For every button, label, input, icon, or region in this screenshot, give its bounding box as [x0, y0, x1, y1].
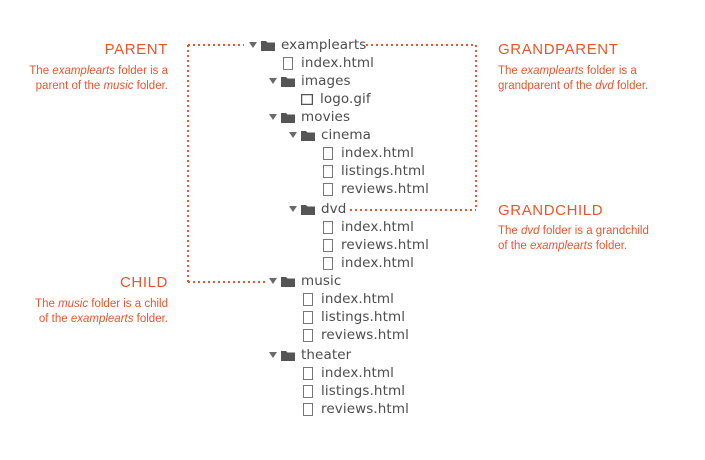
folder-icon	[301, 202, 315, 216]
file-icon	[301, 328, 315, 342]
folder-music[interactable]: music	[267, 272, 341, 290]
file-dvd-index[interactable]: index.html	[321, 218, 414, 236]
chevron-down-icon[interactable]	[247, 38, 259, 52]
file-icon	[321, 164, 335, 178]
file-icon	[301, 292, 315, 306]
chevron-down-icon[interactable]	[287, 202, 299, 216]
folder-icon	[281, 274, 295, 288]
file-label: index.html	[301, 55, 374, 71]
folder-cinema[interactable]: cinema	[287, 126, 371, 144]
file-label: index.html	[341, 255, 414, 271]
folder-icon	[301, 128, 315, 142]
file-icon	[281, 56, 295, 70]
file-dvd-reviews[interactable]: reviews.html	[321, 236, 429, 254]
file-label: reviews.html	[321, 401, 409, 417]
parent-annotation-title: PARENT	[104, 41, 168, 58]
folder-movies[interactable]: movies	[267, 108, 350, 126]
grandchild-annotation-description: The dvd folder is a grandchild of the ex…	[498, 225, 649, 252]
folder-label: dvd	[321, 201, 347, 217]
file-label: reviews.html	[321, 327, 409, 343]
folder-icon	[281, 74, 295, 88]
chevron-down-icon[interactable]	[267, 110, 279, 124]
file-label: index.html	[341, 145, 414, 161]
file-icon	[321, 182, 335, 196]
folder-label: images	[301, 73, 351, 89]
file-icon	[321, 256, 335, 270]
folder-label: examplearts	[281, 37, 367, 53]
file-theater-index[interactable]: index.html	[301, 364, 394, 382]
folder-label: music	[301, 273, 342, 289]
chevron-down-icon[interactable]	[267, 274, 279, 288]
file-icon	[301, 384, 315, 398]
file-music-listings[interactable]: listings.html	[301, 308, 405, 326]
file-label: listings.html	[321, 383, 406, 399]
file-icon	[321, 238, 335, 252]
file-label: index.html	[341, 219, 414, 235]
child-annotation-description: The music folder is a child of the examp…	[35, 298, 168, 325]
file-icon	[321, 146, 335, 160]
child-annotation-title: CHILD	[119, 274, 168, 291]
file-theater-reviews[interactable]: reviews.html	[301, 400, 409, 418]
folder-examplearts[interactable]: examplearts	[247, 36, 366, 54]
file-dvd-index-2[interactable]: index.html	[321, 254, 414, 272]
chevron-down-icon[interactable]	[267, 74, 279, 88]
file-cinema-index[interactable]: index.html	[321, 144, 414, 162]
folder-label: cinema	[321, 127, 372, 143]
folder-icon	[281, 110, 295, 124]
file-icon	[301, 402, 315, 416]
folder-dvd[interactable]: dvd	[287, 200, 346, 218]
file-label: reviews.html	[341, 181, 429, 197]
file-icon	[301, 310, 315, 324]
image-file-icon	[300, 92, 314, 106]
grandchild-annotation-title: GRANDCHILD	[498, 202, 604, 219]
grandparent-annotation-description: The examplearts folder is a grandparent …	[498, 65, 649, 92]
file-label: index.html	[321, 365, 394, 381]
file-cinema-listings[interactable]: listings.html	[321, 162, 425, 180]
folder-icon	[281, 348, 295, 362]
file-theater-listings[interactable]: listings.html	[301, 382, 405, 400]
folder-icon	[261, 38, 275, 52]
folder-images[interactable]: images	[267, 72, 351, 90]
file-cinema-reviews[interactable]: reviews.html	[321, 180, 429, 198]
file-label: index.html	[321, 291, 394, 307]
parent-annotation-description: The examplearts folder is a parent of th…	[29, 65, 168, 92]
file-label: reviews.html	[341, 237, 429, 253]
file-label: logo.gif	[320, 91, 371, 107]
chevron-down-icon[interactable]	[287, 128, 299, 142]
chevron-down-icon[interactable]	[267, 348, 279, 362]
file-logo[interactable]: logo.gif	[300, 90, 371, 108]
file-root-index[interactable]: index.html	[281, 54, 374, 72]
file-music-reviews[interactable]: reviews.html	[301, 326, 409, 344]
file-label: listings.html	[321, 309, 406, 325]
folder-label: theater	[301, 347, 352, 363]
file-icon	[301, 366, 315, 380]
folder-label: movies	[301, 109, 351, 125]
file-icon	[321, 220, 335, 234]
file-music-index[interactable]: index.html	[301, 290, 394, 308]
folder-theater[interactable]: theater	[267, 346, 351, 364]
file-label: listings.html	[341, 163, 426, 179]
grandparent-annotation-title: GRANDPARENT	[498, 41, 619, 58]
